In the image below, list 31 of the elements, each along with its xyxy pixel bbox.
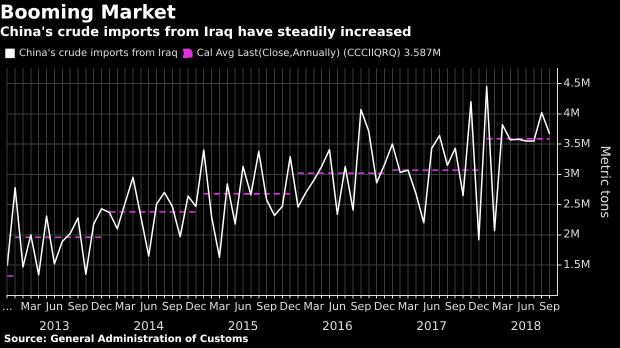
x-tick-label: Dec: [280, 300, 301, 313]
x2-tick-label: 2017: [416, 318, 447, 333]
y-tick-label: 2M: [563, 228, 580, 241]
x-tick-label: ...: [2, 300, 12, 313]
chart-title: Booming Market: [0, 1, 176, 24]
legend-label: China's crude imports from Iraq: [19, 48, 178, 59]
x2-tick-label: 2015: [228, 318, 258, 333]
x-tick-label: Mar: [303, 300, 325, 313]
source-note: Source: General Administration of Customs: [4, 334, 248, 346]
x-tick-label: Dec: [468, 300, 490, 313]
x-tick-label: Dec: [185, 300, 207, 313]
chart-subtitle: China's crude imports from Iraq have steadily increased: [0, 24, 412, 40]
x-tick-label: Mar: [209, 300, 230, 313]
x2-tick-label: 2016: [322, 318, 353, 333]
y-tick-label: 3M: [563, 167, 580, 180]
y-axis-title: Metric tons: [596, 146, 612, 218]
x2-tick-label: 2018: [510, 318, 542, 333]
x2-tick-label: 2014: [133, 318, 164, 333]
y-tick-label: 2.5M: [563, 197, 590, 210]
y-tick-label: 4.5M: [563, 76, 590, 90]
x-tick-label: Dec: [90, 300, 112, 313]
y-tick-label: 3.5M: [563, 136, 590, 150]
x-tick-label: Mar: [114, 300, 136, 313]
legend-label: Cal Avg Last(Close,Annually) (CCCIIQRQ) 3.587M: [196, 48, 441, 59]
y-tick-label: 4M: [563, 106, 580, 120]
x-tick-label: Mar: [398, 300, 419, 313]
x2-tick-label: 2013: [39, 318, 70, 333]
x-tick-label: Mar: [492, 300, 514, 313]
y-tick-label: 1.5M: [563, 258, 590, 271]
x-tick-label: Dec: [374, 300, 396, 313]
x-tick-label: Mar: [20, 300, 42, 313]
